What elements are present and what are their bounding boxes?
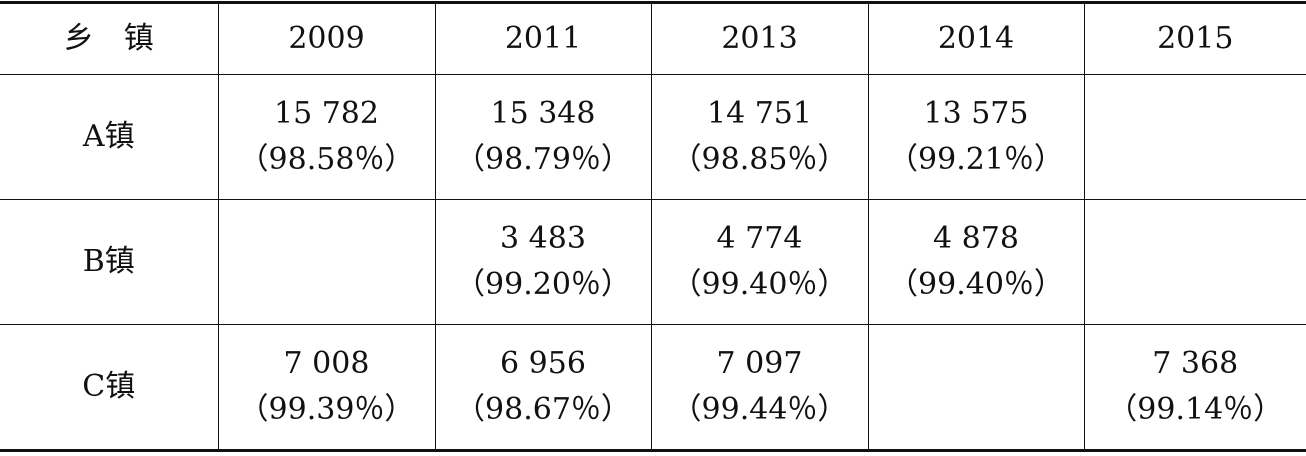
count: 15 348	[436, 91, 651, 137]
data-cell: 4 774（99.40％）	[651, 200, 868, 325]
row-label: B镇	[0, 200, 218, 325]
data-cell	[1084, 75, 1306, 200]
header-cell: 2013	[651, 3, 868, 75]
count: 15 782	[219, 91, 435, 137]
count: 14 751	[652, 91, 868, 137]
share: （99.40％）	[869, 262, 1084, 308]
count: 7 368	[1085, 341, 1306, 387]
share: （99.39％）	[219, 387, 435, 433]
data-cell	[218, 200, 435, 325]
data-cell: 14 751（98.85％）	[651, 75, 868, 200]
count: 4 878	[869, 216, 1084, 262]
data-cell: 7 097（99.44％）	[651, 325, 868, 451]
header-cell: 乡 镇	[0, 3, 218, 75]
header-cell: 2011	[435, 3, 651, 75]
share: （99.40％）	[652, 262, 868, 308]
count: 7 097	[652, 341, 868, 387]
share: （98.79％）	[436, 137, 651, 183]
count: 7 008	[219, 341, 435, 387]
data-cell: 13 575（99.21％）	[868, 75, 1084, 200]
data-cell: 4 878（99.40％）	[868, 200, 1084, 325]
row-label: A镇	[0, 75, 218, 200]
data-cell: 7 368（99.14％）	[1084, 325, 1306, 451]
row-label: C镇	[0, 325, 218, 451]
count: 4 774	[652, 216, 868, 262]
header-cell: 2015	[1084, 3, 1306, 75]
header-cell: 2009	[218, 3, 435, 75]
count: 6 956	[436, 341, 651, 387]
table-row: B镇 3 483（99.20％）4 774（99.40％）4 878（99.40％…	[0, 200, 1306, 325]
data-cell: 7 008（99.39％）	[218, 325, 435, 451]
count: 13 575	[869, 91, 1084, 137]
share: （98.85％）	[652, 137, 868, 183]
share: （98.67％）	[436, 387, 651, 433]
data-cell	[868, 325, 1084, 451]
data-cell: 6 956（98.67％）	[435, 325, 651, 451]
share: （99.20％）	[436, 262, 651, 308]
data-cell: 3 483（99.20％）	[435, 200, 651, 325]
share: （99.21％）	[869, 137, 1084, 183]
share: （99.14％）	[1085, 387, 1306, 433]
data-cell: 15 348（98.79％）	[435, 75, 651, 200]
count: 3 483	[436, 216, 651, 262]
data-cell	[1084, 200, 1306, 325]
share: （99.44％）	[652, 387, 868, 433]
header-cell: 2014	[868, 3, 1084, 75]
share: （98.58％）	[219, 137, 435, 183]
data-cell: 15 782（98.58％）	[218, 75, 435, 200]
